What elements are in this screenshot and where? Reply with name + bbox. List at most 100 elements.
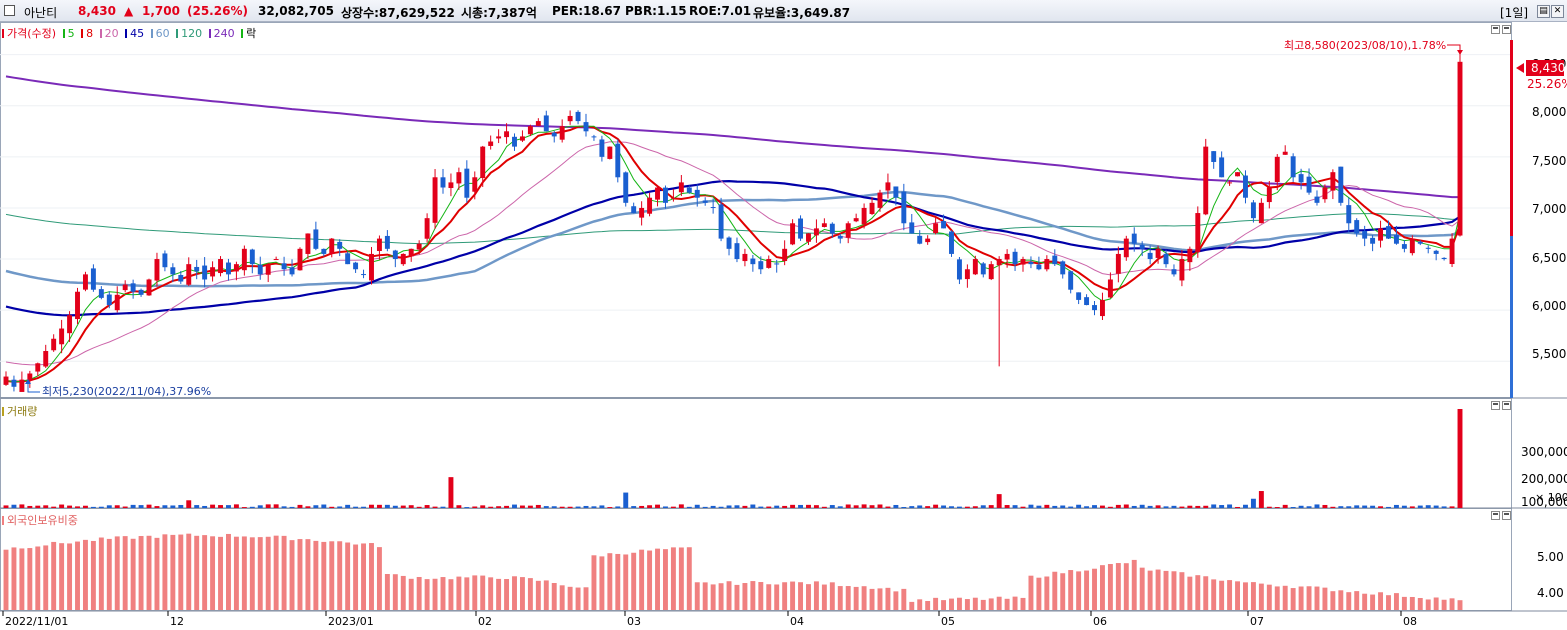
candle-body: [249, 249, 255, 265]
volume-bar: [178, 504, 184, 508]
legend-ma20[interactable]: 20: [104, 27, 119, 40]
stock-select-icon[interactable]: [4, 5, 15, 16]
foreign-panel-close-button[interactable]: [1502, 511, 1511, 520]
foreign-ratio-bar: [27, 548, 33, 610]
legend-ma5[interactable]: 5: [67, 27, 75, 40]
stock-name[interactable]: 아난티: [24, 6, 58, 20]
candle-body: [416, 243, 422, 250]
foreign-ratio-bar: [1171, 571, 1177, 610]
candle-body: [440, 177, 446, 188]
volume-bar: [1052, 505, 1058, 508]
candle-body: [106, 294, 112, 306]
candle-body: [162, 253, 168, 268]
foreign-ratio-bar: [1107, 564, 1113, 610]
candle-body: [496, 136, 502, 139]
foreign-ratio-bar: [972, 597, 978, 610]
close-icon[interactable]: ✕: [1551, 5, 1564, 18]
period-selector[interactable]: [1일]: [1500, 6, 1529, 20]
foreign-ratio-bar: [1099, 565, 1105, 610]
price-panel-close-button[interactable]: [1502, 25, 1511, 34]
candle-body: [766, 259, 772, 268]
volume-bar: [1401, 505, 1407, 508]
candle-body: [845, 223, 851, 238]
foreign-panel-minimize-button[interactable]: [1491, 511, 1500, 520]
foreign-ratio-bar: [59, 543, 65, 610]
candle-body: [233, 264, 239, 272]
settings-icon[interactable]: ▤: [1537, 5, 1550, 18]
foreign-ratio-bar: [535, 580, 541, 610]
volume-bar: [1378, 506, 1384, 508]
candle-body: [313, 229, 319, 249]
volume-bar: [114, 505, 120, 508]
candle-body: [202, 265, 208, 280]
volume-panel-minimize-button[interactable]: [1491, 401, 1500, 410]
volume-bar: [925, 506, 931, 508]
foreign-ratio-bar: [1115, 563, 1121, 610]
price-panel-minimize-button[interactable]: [1491, 25, 1500, 34]
legend-ma60[interactable]: 60: [155, 27, 170, 40]
candle-body: [885, 182, 891, 191]
legend-fall[interactable]: 락: [246, 27, 257, 40]
volume-bar: [210, 504, 216, 508]
volume-bar: [472, 506, 478, 508]
volume-bar: [297, 504, 303, 508]
candle-body: [1409, 238, 1415, 254]
foreign-ratio-label[interactable]: 외국인보유비중: [7, 514, 78, 527]
candle-body: [369, 253, 374, 281]
price-change: 1,700: [142, 4, 180, 18]
foreign-ratio-bar: [289, 540, 295, 610]
foreign-ratio-bar: [1195, 575, 1201, 610]
foreign-ratio-bar: [861, 586, 867, 610]
foreign-ratio-bar: [384, 574, 390, 610]
foreign-ratio-bar: [678, 547, 684, 610]
candle-body: [1060, 261, 1066, 275]
candle-body: [1107, 279, 1113, 298]
x-ticks: [2, 611, 1402, 616]
candle-body: [877, 192, 883, 208]
legend-ma240[interactable]: 240: [213, 27, 235, 40]
candle-body: [1354, 220, 1360, 234]
foreign-ratio-bar: [949, 598, 954, 610]
foreign-ratio-bar: [106, 538, 112, 610]
foreign-ratio-bar: [1235, 581, 1240, 610]
volume-tick: 200,000: [1521, 472, 1567, 486]
foreign-ratio-bar: [877, 588, 883, 610]
legend-ma120[interactable]: 120: [181, 27, 203, 40]
volume-bar: [464, 507, 470, 508]
legend-ma8[interactable]: 8: [86, 27, 94, 40]
volume-label[interactable]: 거래량: [7, 405, 38, 418]
candle-body: [1393, 235, 1399, 244]
volume-bar: [1179, 506, 1185, 508]
volume-bar: [575, 506, 581, 508]
foreign-ratio-bar: [1338, 590, 1344, 610]
volume-bar: [861, 504, 867, 508]
volume-bar: [1211, 504, 1217, 508]
foreign-ratio-bar: [964, 599, 970, 610]
foreign-ratio-bar: [35, 546, 41, 610]
volume-bar: [194, 505, 200, 508]
candle-body: [686, 187, 692, 193]
candle-body: [321, 248, 327, 254]
x-label: 03: [627, 615, 641, 628]
legend-price-label[interactable]: 가격(수정): [7, 27, 57, 40]
volume-bar: [1060, 505, 1066, 508]
legend-ma45[interactable]: 45: [130, 27, 145, 40]
candle-body: [639, 207, 645, 218]
candle-body: [694, 189, 700, 198]
foreign-ratio-bar: [170, 534, 176, 610]
price-legend: 가격(수정) 5 8 20 45 60 120 240 락: [2, 25, 259, 41]
foreign-ratio-bar: [154, 537, 160, 610]
foreign-ratio-bar: [591, 555, 597, 610]
foreign-ratio-bar: [559, 585, 565, 610]
fall-marker: [241, 29, 244, 38]
price-legend-marker: [2, 29, 4, 38]
candle-body: [615, 143, 621, 178]
candle-body: [1123, 238, 1129, 258]
candle-body: [663, 187, 668, 203]
foreign-ratio-bar: [1139, 567, 1145, 610]
volume-panel-close-button[interactable]: [1502, 401, 1511, 410]
candle-body: [82, 274, 88, 290]
volume-bar: [1123, 504, 1129, 508]
foreign-ratio-bar: [1036, 577, 1042, 610]
